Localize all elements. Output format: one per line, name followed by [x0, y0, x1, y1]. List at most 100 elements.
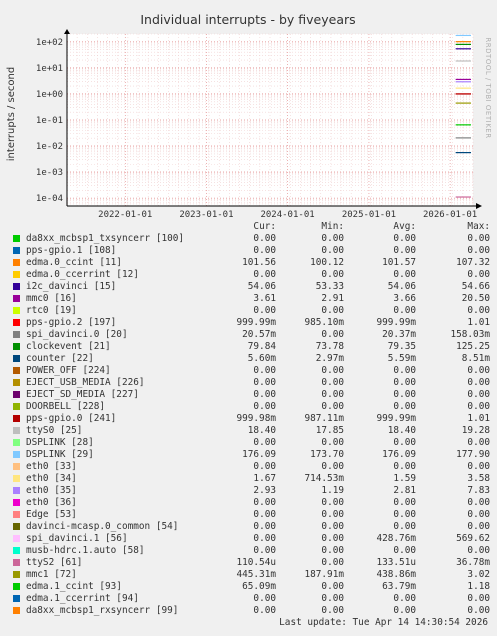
legend-swatch [13, 367, 20, 374]
legend-cur: 0.00 [253, 521, 276, 532]
y-tick-label: 1e+00 [36, 90, 63, 100]
legend-avg: 133.51u [376, 557, 416, 568]
legend-avg: 79.35 [387, 341, 416, 352]
legend-row: eth0 [34] 1.67 714.53m 1.59 3.58 [10, 473, 490, 485]
col-avg: Avg: [393, 221, 416, 232]
legend-cur: 176.09 [242, 449, 276, 460]
legend-max: 0.00 [467, 521, 490, 532]
legend-swatch [13, 235, 20, 242]
col-min: Min: [321, 221, 344, 232]
legend-max: 3.58 [467, 473, 490, 484]
legend-header: Cur: Min: Avg: Max: [10, 221, 490, 233]
legend-min: 0.00 [321, 581, 344, 592]
legend-name: edma.1_ccint [93] [26, 581, 122, 592]
legend-cur: 20.57m [242, 329, 276, 340]
legend-name: mmc1 [72] [26, 569, 77, 580]
legend-min: 0.00 [321, 509, 344, 520]
legend-row: da8xx_mcbsp1_rxsyncerr [99] 0.00 0.00 0.00 0… [10, 605, 490, 617]
legend-max: 0.00 [467, 509, 490, 520]
legend-name: eth0 [36] [26, 497, 77, 508]
legend-name: EJECT_USB_MEDIA [226] [26, 377, 145, 388]
legend-max: 0.00 [467, 365, 490, 376]
legend-row: edma.1_ccint [93] 65.09m 0.00 63.79m 1.18 [10, 581, 490, 593]
legend-swatch [13, 487, 20, 494]
legend-row: pps-gpio.0 [241] 999.98m 987.11m 999.99m 1.0… [10, 413, 490, 425]
legend-cur: 0.00 [253, 545, 276, 556]
legend-min: 2.91 [321, 293, 344, 304]
legend-min: 0.00 [321, 269, 344, 280]
legend-row: spi_davinci.0 [20] 20.57m 0.00 20.37m 158.03… [10, 329, 490, 341]
legend-swatch [13, 535, 20, 542]
legend-min: 0.00 [321, 593, 344, 604]
legend-swatch [13, 559, 20, 566]
legend-row: DOORBELL [228] 0.00 0.00 0.00 0.00 [10, 401, 490, 413]
legend-avg: 438.86m [376, 569, 416, 580]
legend-avg: 176.09 [382, 449, 416, 460]
legend-avg: 0.00 [393, 401, 416, 412]
legend-avg: 0.00 [393, 509, 416, 520]
legend-name: edma.0_ccerrint [12] [26, 269, 139, 280]
legend-avg: 0.00 [393, 545, 416, 556]
legend-avg: 3.66 [393, 293, 416, 304]
legend-min: 0.00 [321, 533, 344, 544]
legend-min: 53.33 [315, 281, 344, 292]
legend-name: eth0 [35] [26, 485, 77, 496]
legend-name: davinci-mcasp.0_common [54] [26, 521, 179, 532]
last-update: Last update: Tue Apr 14 14:30:54 2026 [279, 617, 488, 628]
legend-swatch [13, 451, 20, 458]
legend-avg: 1.59 [393, 473, 416, 484]
legend-swatch [13, 607, 20, 614]
legend-max: 1.01 [467, 413, 490, 424]
legend-row: EJECT_USB_MEDIA [226] 0.00 0.00 0.00 0.00 [10, 377, 490, 389]
legend-swatch [13, 415, 20, 422]
legend-min: 0.00 [321, 521, 344, 532]
legend-max: 0.00 [467, 545, 490, 556]
legend-row: ttyS2 [61] 110.54u 0.00 133.51u 36.78m [10, 557, 490, 569]
legend-max: 0.00 [467, 305, 490, 316]
legend-cur: 0.00 [253, 509, 276, 520]
legend-avg: 5.59m [387, 353, 416, 364]
legend-max: 0.00 [467, 245, 490, 256]
legend-name: EJECT_SD_MEDIA [227] [26, 389, 139, 400]
legend-cur: 0.00 [253, 365, 276, 376]
legend-avg: 20.37m [382, 329, 416, 340]
legend-avg: 999.99m [376, 413, 416, 424]
legend-row: clockevent [21] 79.84 73.78 79.35 125.25 [10, 341, 490, 353]
legend-name: da8xx_mcbsp1_rxsyncerr [99] [26, 605, 179, 616]
legend-swatch [13, 427, 20, 434]
legend-cur: 0.00 [253, 437, 276, 448]
legend-swatch [13, 583, 20, 590]
legend-swatch [13, 523, 20, 530]
legend-min: 0.00 [321, 389, 344, 400]
legend-cur: 999.98m [236, 413, 276, 424]
legend-cur: 0.00 [253, 533, 276, 544]
legend-min: 1.19 [321, 485, 344, 496]
legend-swatch [13, 319, 20, 326]
legend-avg: 0.00 [393, 377, 416, 388]
y-tick-label: 1e+02 [36, 38, 63, 48]
legend-name: pps-gpio.0 [241] [26, 413, 117, 424]
legend-cur: 0.00 [253, 497, 276, 508]
legend-name: POWER_OFF [224] [26, 365, 111, 376]
legend-name: edma.0_ccint [11] [26, 257, 122, 268]
legend-min: 714.53m [304, 473, 344, 484]
legend-swatch [13, 355, 20, 362]
legend-cur: 445.31m [236, 569, 276, 580]
legend-min: 0.00 [321, 605, 344, 616]
legend-name: ttyS0 [25] [26, 425, 83, 436]
legend-name: rtc0 [19] [26, 305, 77, 316]
legend-name: pps-gpio.1 [108] [26, 245, 117, 256]
legend-max: 20.50 [461, 293, 490, 304]
legend-name: spi_davinci.0 [20] [26, 329, 128, 340]
legend-name: ttyS2 [61] [26, 557, 83, 568]
legend-min: 0.00 [321, 305, 344, 316]
col-cur: Cur: [253, 221, 276, 232]
legend-swatch [13, 571, 20, 578]
legend-avg: 101.57 [382, 257, 416, 268]
legend-row: davinci-mcasp.0_common [54] 0.00 0.00 0.00 0… [10, 521, 490, 533]
legend-avg: 0.00 [393, 389, 416, 400]
legend-row: pps-gpio.2 [197] 999.99m 985.10m 999.99m 1.0… [10, 317, 490, 329]
legend-cur: 0.00 [253, 269, 276, 280]
legend-avg: 999.99m [376, 317, 416, 328]
chart-title: Individual interrupts - by fiveyears [140, 12, 355, 27]
